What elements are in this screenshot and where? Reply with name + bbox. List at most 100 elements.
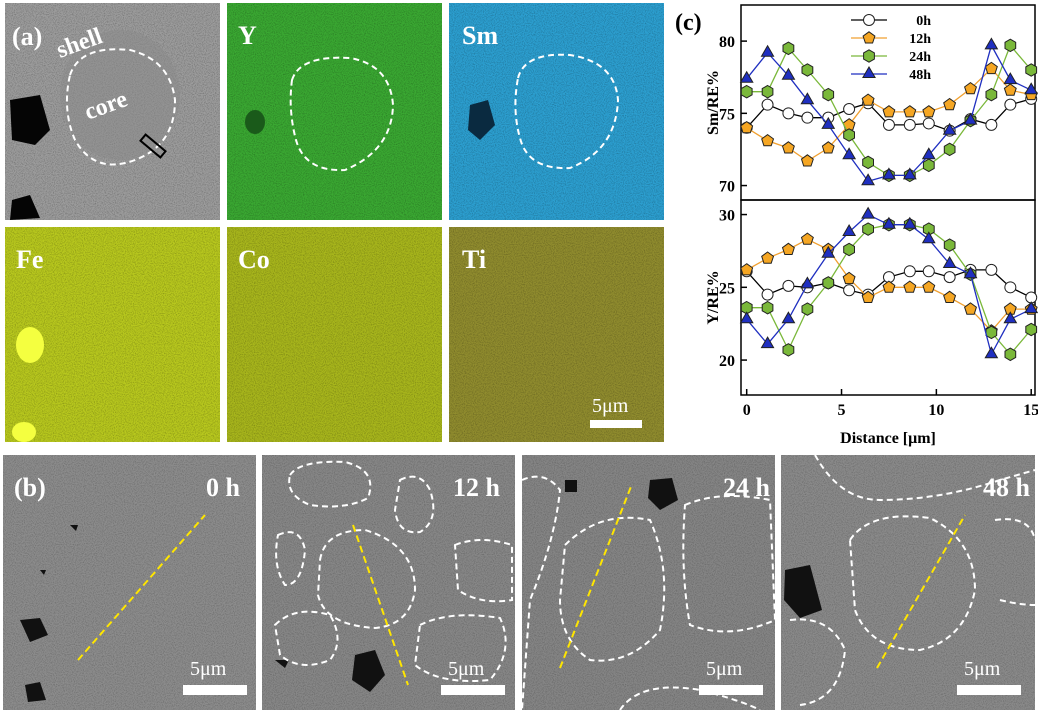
- scale-bar: [183, 685, 247, 695]
- marker: [903, 280, 917, 293]
- marker: [800, 276, 815, 289]
- scan-line: [876, 514, 966, 669]
- pore: [275, 650, 385, 692]
- marker: [985, 118, 998, 131]
- marker: [761, 300, 774, 315]
- marker: [1003, 83, 1017, 96]
- marker: [942, 122, 957, 135]
- panel-a: (a) shell core Y Sm Fe Co Ti 5μm: [5, 3, 664, 442]
- marker: [822, 87, 835, 102]
- marker: [843, 284, 856, 297]
- marker: [903, 118, 916, 131]
- panel-label: (c): [675, 10, 702, 36]
- marker: [902, 216, 917, 229]
- fe-rich: [16, 327, 44, 363]
- map-label: Fe: [16, 245, 43, 274]
- marker: [863, 49, 875, 63]
- marker: [782, 343, 795, 357]
- marker: [862, 155, 874, 170]
- time-label: 0 h: [206, 473, 241, 502]
- scale-bar: [699, 685, 763, 695]
- marker: [781, 242, 795, 255]
- marker: [1024, 301, 1038, 314]
- pore: [565, 478, 678, 510]
- marker: [963, 266, 978, 279]
- marker: [740, 263, 754, 276]
- map-label: Y: [238, 21, 257, 50]
- marker: [882, 105, 896, 118]
- y-tick-label: 80: [719, 34, 735, 51]
- marker: [781, 311, 796, 324]
- scale-bar-label: 5μm: [448, 658, 485, 680]
- marker: [739, 311, 754, 324]
- marker: [821, 116, 836, 129]
- marker: [761, 133, 775, 147]
- marker: [760, 44, 775, 57]
- marker: [943, 238, 956, 252]
- map-label: Co: [238, 245, 270, 274]
- x-axis-label: Distance [μm]: [840, 430, 936, 447]
- x-tick-label: 0: [743, 402, 751, 419]
- fe-rich: [12, 422, 36, 442]
- panel-label: (b): [14, 473, 46, 502]
- marker: [1004, 347, 1017, 362]
- scan-line: [352, 524, 409, 686]
- panel-label: (a): [12, 22, 42, 51]
- marker: [761, 251, 775, 264]
- marker: [903, 105, 917, 118]
- marker: [861, 206, 875, 219]
- marker: [800, 92, 815, 105]
- marker: [782, 107, 795, 120]
- marker: [843, 128, 855, 142]
- marker: [781, 67, 796, 80]
- marker: [1025, 322, 1038, 337]
- marker: [740, 120, 754, 134]
- marker: [740, 84, 753, 99]
- marker: [821, 245, 836, 258]
- scale-bar-label: 5μm: [592, 395, 629, 417]
- marker: [801, 111, 814, 124]
- marker: [761, 84, 774, 99]
- marker: [843, 103, 856, 115]
- marker: [821, 141, 835, 154]
- marker: [985, 263, 998, 276]
- marker: [882, 118, 895, 131]
- marker: [985, 325, 998, 340]
- marker: [922, 265, 935, 278]
- core-region: [60, 30, 180, 160]
- marker: [842, 147, 857, 160]
- x-tick-label: 10: [928, 402, 944, 419]
- marker: [922, 280, 936, 293]
- marker: [863, 14, 875, 26]
- grain-boundaries: [273, 454, 1036, 711]
- marker: [862, 66, 876, 78]
- marker: [800, 154, 814, 167]
- core-outline: [514, 53, 620, 170]
- marker: [943, 97, 957, 111]
- marker: [1004, 38, 1017, 53]
- marker: [984, 61, 998, 75]
- legend-label: 12h: [909, 32, 931, 47]
- marker: [739, 70, 754, 83]
- marker: [902, 167, 917, 180]
- y-tick-label: 20: [719, 353, 735, 370]
- y-tick-label: 70: [719, 179, 735, 196]
- marker: [1004, 281, 1017, 294]
- scan-line: [77, 514, 206, 661]
- marker: [943, 290, 957, 303]
- y-tick-label: 30: [719, 208, 735, 225]
- core-outline: [66, 48, 177, 166]
- marker: [862, 31, 876, 44]
- line-scan-box: [139, 133, 167, 159]
- marker: [782, 279, 795, 292]
- marker: [943, 271, 956, 284]
- marker: [1025, 63, 1038, 77]
- marker: [843, 242, 855, 257]
- marker: [921, 147, 936, 160]
- marker: [760, 336, 775, 349]
- pore: [245, 110, 265, 134]
- marker: [861, 93, 875, 106]
- texture: [3, 455, 1035, 710]
- marker: [882, 280, 896, 293]
